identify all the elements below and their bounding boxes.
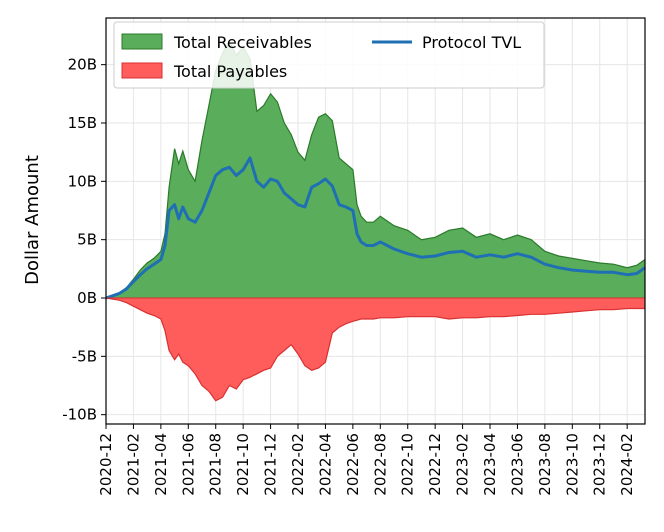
legend-label-total-receivables: Total Receivables — [173, 33, 312, 52]
y-tick-label: -5B — [72, 347, 97, 365]
y-axis-ticks: -10B -5B 0B 5B 10B 15B 20B — [62, 56, 106, 424]
x-tick-label: 2021-02 — [124, 433, 142, 496]
x-tick-label: 2022-08 — [371, 433, 389, 496]
x-tick-label: 2022-12 — [426, 433, 444, 496]
y-axis-title: Dollar Amount — [22, 155, 43, 285]
x-tick-label: 2021-04 — [152, 433, 170, 496]
y-tick-label: 10B — [68, 172, 97, 190]
axes — [105, 17, 646, 425]
legend-box — [113, 21, 545, 89]
x-tick-label: 2020-12 — [97, 433, 115, 496]
legend-swatch-total-receivables — [121, 33, 163, 50]
x-tick-label: 2021-06 — [179, 433, 197, 496]
legend-swatch-total-payables — [121, 62, 163, 79]
legend-label-protocol-tvl: Protocol TVL — [422, 33, 521, 52]
x-tick-label: 2023-08 — [536, 433, 554, 496]
x-tick-label: 2022-04 — [316, 433, 334, 496]
x-axis-ticks: 2020-12 2021-02 2021-04 2021-06 2021-08 2021-… — [97, 424, 636, 496]
y-tick-label: 0B — [77, 289, 97, 307]
plot-areas — [105, 40, 646, 402]
plot-lines — [105, 156, 646, 300]
y-tick-label: 5B — [77, 231, 97, 249]
x-tick-label: 2023-12 — [591, 433, 609, 496]
x-tick-label: 2023-10 — [563, 433, 581, 496]
y-tick-label: 15B — [68, 114, 97, 132]
area-total-payables — [106, 298, 645, 401]
y-tick-label: 20B — [68, 56, 97, 74]
x-tick-label: 2022-06 — [344, 433, 362, 496]
x-tick-label: 2023-04 — [481, 433, 499, 496]
x-tick-label: 2024-02 — [618, 433, 636, 496]
x-tick-label: 2021-12 — [262, 433, 280, 496]
line-protocol-tvl — [105, 156, 646, 300]
x-tick-label: 2023-02 — [454, 433, 472, 496]
area-edge-total-receivables — [105, 40, 646, 299]
y-tick-label: -10B — [62, 406, 97, 424]
x-tick-label: 2023-06 — [508, 433, 526, 496]
x-tick-label: 2021-10 — [234, 433, 252, 496]
area-edge-total-payables — [105, 297, 645, 402]
legend-label-total-payables: Total Payables — [173, 62, 287, 81]
plot-frame — [105, 17, 646, 425]
area-total-receivables — [106, 41, 645, 299]
x-tick-label: 2021-08 — [207, 433, 225, 496]
x-tick-label: 2022-10 — [399, 433, 417, 496]
legend: Total Receivables Total Payables Protoco… — [113, 21, 545, 89]
x-tick-label: 2022-02 — [289, 433, 307, 496]
